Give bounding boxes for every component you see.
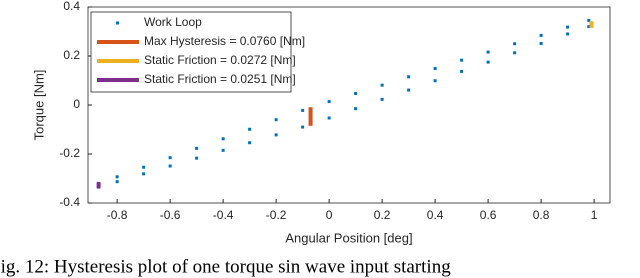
- legend-label: Work Loop: [144, 15, 202, 29]
- point: [327, 100, 331, 104]
- point: [248, 141, 252, 145]
- legend-marker: [116, 21, 119, 25]
- x-tick-label: 0.4: [427, 208, 444, 222]
- x-axis-label: Angular Position [deg]: [285, 230, 412, 245]
- y-tick-label: 0.4: [63, 0, 80, 13]
- point: [354, 107, 358, 111]
- point: [587, 18, 591, 22]
- x-tick-label: -0.6: [160, 208, 181, 222]
- caption: Fig. 12: Hysteresis plot of one torque s…: [0, 256, 451, 277]
- point: [587, 25, 591, 29]
- point: [433, 66, 437, 70]
- point: [142, 165, 146, 169]
- point: [221, 137, 225, 141]
- point: [248, 127, 252, 131]
- y-tick-label: -0.2: [59, 146, 80, 160]
- y-tick-label: 0: [73, 97, 80, 111]
- point: [566, 25, 570, 29]
- point: [274, 118, 278, 122]
- point: [142, 172, 146, 176]
- point: [168, 164, 172, 168]
- legend-label: Static Friction = 0.0272 [Nm]: [144, 53, 296, 67]
- point: [513, 51, 517, 55]
- y-tick-label: 0.2: [63, 48, 80, 62]
- x-tick-label: 0.8: [533, 208, 550, 222]
- point: [168, 156, 172, 160]
- point: [115, 180, 119, 184]
- point: [566, 32, 570, 36]
- x-tick-label: 0: [326, 208, 333, 222]
- x-tick-label: -0.2: [266, 208, 287, 222]
- point: [486, 50, 490, 54]
- point: [407, 88, 411, 92]
- point: [407, 75, 411, 79]
- point: [115, 175, 119, 179]
- point: [221, 148, 225, 152]
- point: [195, 146, 199, 150]
- point: [274, 133, 278, 137]
- legend-label: Static Friction = 0.0251 [Nm]: [144, 72, 296, 86]
- x-tick-label: -0.8: [107, 208, 128, 222]
- y-axis-label: Torque [Nm]: [31, 70, 46, 141]
- point: [433, 79, 437, 83]
- point: [380, 97, 384, 101]
- point: [301, 108, 305, 112]
- x-tick-label: 1: [591, 208, 598, 222]
- point: [195, 156, 199, 160]
- point: [301, 125, 305, 129]
- x-tick-label: 0.2: [374, 208, 391, 222]
- point: [460, 58, 464, 62]
- x-tick-label: 0.6: [480, 208, 497, 222]
- point: [539, 42, 543, 46]
- point: [380, 83, 384, 87]
- point: [327, 116, 331, 120]
- legend-label: Max Hysteresis = 0.0760 [Nm]: [144, 34, 305, 48]
- point: [539, 33, 543, 37]
- point: [354, 91, 358, 95]
- x-tick-label: -0.4: [213, 208, 234, 222]
- y-tick-label: -0.4: [59, 195, 80, 209]
- point: [513, 42, 517, 46]
- point: [460, 69, 464, 73]
- point: [486, 60, 490, 64]
